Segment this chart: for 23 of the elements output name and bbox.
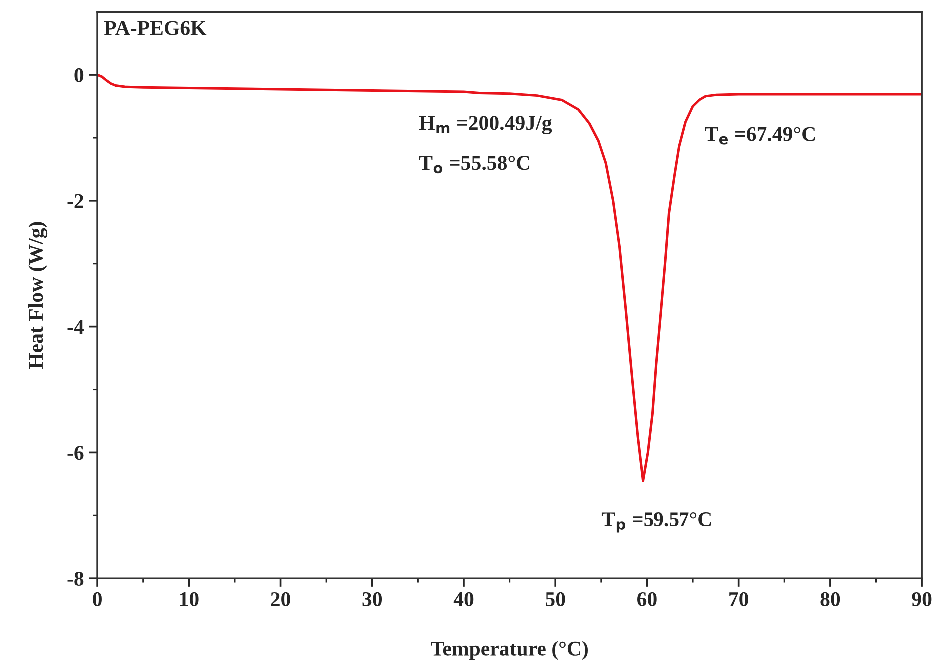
y-tick-label: -8 [68, 572, 84, 586]
x-tick-label: 80 [820, 592, 840, 606]
x-tick-label: 50 [546, 592, 566, 606]
y-tick-label: -6 [68, 446, 84, 460]
x-tick-label: 0 [93, 592, 102, 606]
x-axis-title: Temperature (°C) [431, 641, 588, 660]
x-tick-label: 90 [912, 592, 932, 606]
x-tick-label: 10 [180, 592, 199, 606]
annotation: T$_{e}$ =67.49°C [705, 127, 816, 145]
y-tick-label: -2 [68, 194, 84, 208]
x-tick-label: 30 [362, 592, 382, 606]
x-tick-label: 70 [730, 592, 748, 606]
annotation: T$_{p}$ =59.57°C [602, 512, 712, 533]
x-tick-label: 20 [271, 592, 290, 606]
line-series [98, 74, 922, 482]
annotation: T$_{o}$ =55.58°C [419, 156, 530, 174]
x-tick-label: 60 [638, 592, 657, 606]
annotation: H$_{m}$ =200.49J/g [419, 116, 552, 135]
x-tick-label: 40 [454, 592, 474, 606]
y-tick-label: 0 [74, 68, 84, 82]
chart-title: PA-PEG6K [104, 21, 207, 36]
y-axis-title: Heat Flow (W/g) [28, 222, 48, 370]
y-tick-label: -4 [68, 320, 84, 334]
